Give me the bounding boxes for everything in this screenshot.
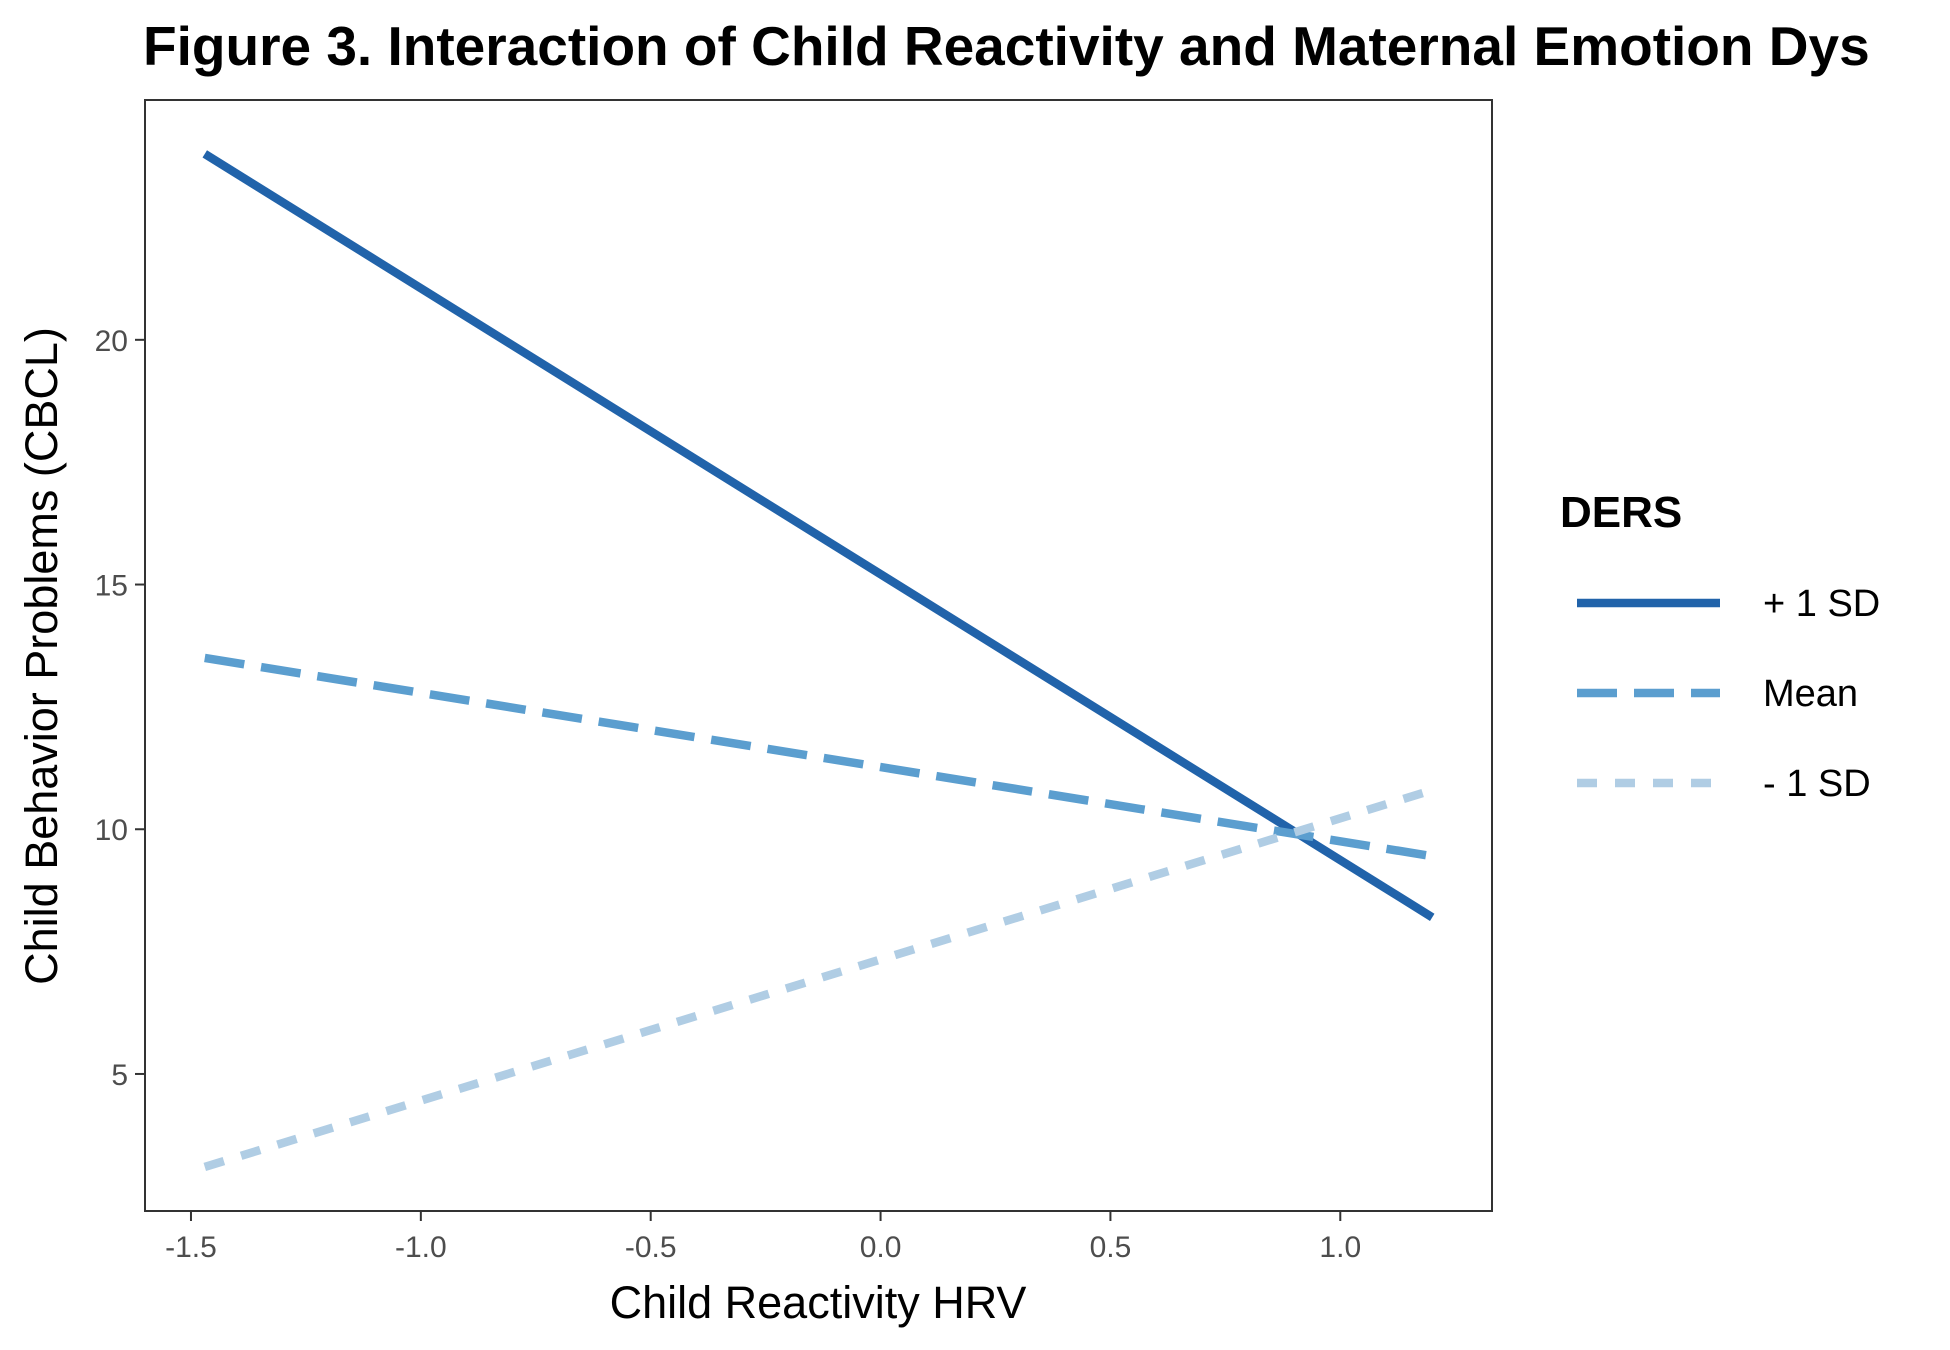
x-tick-label: 1.0 bbox=[1319, 1231, 1361, 1264]
y-axis: 5 10 15 20 bbox=[95, 325, 145, 1092]
legend-label-2: Mean bbox=[1763, 673, 1858, 715]
x-tick-label: 0.0 bbox=[860, 1231, 902, 1264]
series-line-3 bbox=[203, 786, 1434, 1172]
legend-title: DERS bbox=[1560, 488, 1682, 537]
legend-label-1: + 1 SD bbox=[1763, 583, 1880, 625]
series-line-2 bbox=[204, 653, 1433, 861]
series-line-1 bbox=[202, 150, 1435, 921]
y-tick-label: 15 bbox=[95, 570, 128, 603]
legend: DERS + 1 SD Mean - 1 SD bbox=[1560, 488, 1880, 805]
plot-panel bbox=[144, 99, 1493, 1212]
y-tick-label: 10 bbox=[95, 814, 128, 847]
x-tick-label: -0.5 bbox=[625, 1231, 677, 1264]
y-axis-title: Child Behavior Problems (CBCL) bbox=[16, 327, 67, 985]
series-layer bbox=[202, 150, 1435, 1172]
x-tick-label: -1.0 bbox=[395, 1231, 447, 1264]
x-axis: -1.5 -1.0 -0.5 0.0 0.5 1.0 bbox=[165, 1211, 1361, 1264]
y-tick-label: 20 bbox=[95, 325, 128, 358]
x-tick-label: -1.5 bbox=[165, 1231, 217, 1264]
x-tick-label: 0.5 bbox=[1090, 1231, 1132, 1264]
chart-title: Figure 3. Interaction of Child Reactivit… bbox=[143, 15, 1870, 77]
y-tick-label: 5 bbox=[111, 1059, 128, 1092]
x-axis-title: Child Reactivity HRV bbox=[610, 1277, 1027, 1328]
legend-label-3: - 1 SD bbox=[1763, 763, 1871, 805]
